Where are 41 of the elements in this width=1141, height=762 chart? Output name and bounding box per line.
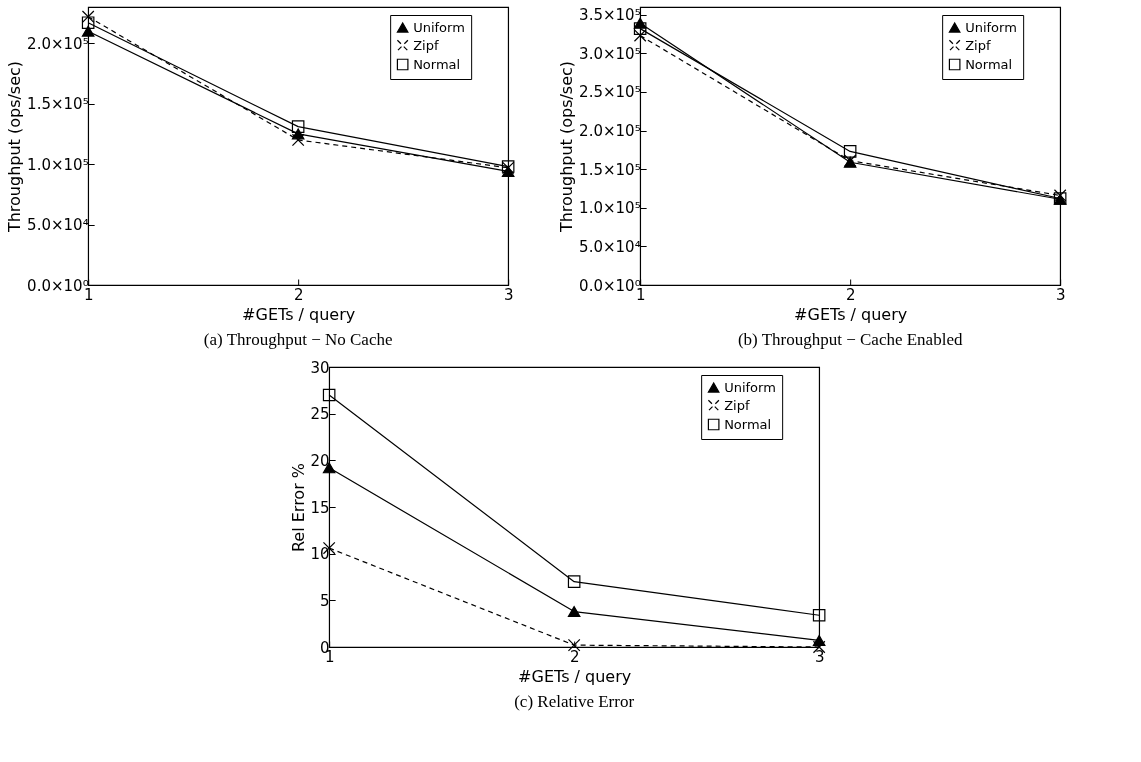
y-axis-title: Rel Error %	[288, 462, 308, 553]
y-tick-label: 3.5×10⁵	[579, 6, 641, 25]
legend-label: Normal	[724, 416, 772, 432]
x-axis-title: #GETs / query	[242, 304, 356, 324]
legend-label: Uniform	[413, 19, 465, 35]
y-tick-label: 2.5×10⁵	[579, 83, 641, 102]
x-tick-label: 3	[814, 647, 825, 666]
y-tick-label: 25	[310, 405, 330, 424]
x-axis-title: #GETs / query	[518, 666, 632, 686]
legend-label: Normal	[413, 56, 461, 72]
y-tick-label: 2.0×10⁵	[27, 34, 89, 53]
y-tick-label: 5.0×10⁴	[27, 216, 89, 235]
text: (a) Throughput − No Cache	[203, 330, 393, 349]
x-tick-label: 2	[293, 285, 304, 304]
x-tick-label: 2	[569, 647, 580, 666]
x-tick-label: 3	[1055, 285, 1066, 304]
text: (c) Relative Error	[514, 692, 635, 711]
y-tick-label: 2.0×10⁵	[579, 122, 641, 141]
y-tick-label: 20	[310, 451, 330, 470]
y-axis-title: Throughput (ops/sec)	[5, 60, 25, 234]
legend-label: Normal	[965, 56, 1013, 72]
legend-label: Zipf	[413, 37, 439, 53]
x-axis-title: #GETs / query	[794, 304, 908, 324]
x-tick-label: 3	[503, 285, 514, 304]
y-tick-label: 1.5×10⁵	[27, 95, 89, 114]
legend-label: Zipf	[965, 37, 991, 53]
y-axis-title: Throughput (ops/sec)	[557, 60, 577, 234]
legend-label: Zipf	[724, 397, 750, 413]
y-tick-label: 1.0×10⁵	[27, 155, 89, 174]
y-tick-label: 1.5×10⁵	[579, 160, 641, 179]
legend-label: Uniform	[965, 19, 1017, 35]
x-tick-label: 2	[845, 285, 856, 304]
y-tick-label: 30	[310, 358, 330, 377]
text: (b) Throughput − Cache Enabled	[737, 330, 963, 349]
y-tick-label: 15	[310, 498, 330, 517]
y-tick-label: 5.0×10⁴	[579, 237, 641, 256]
y-tick-label: 3.0×10⁵	[579, 44, 641, 63]
y-tick-label: 10	[310, 545, 330, 564]
legend-label: Uniform	[724, 379, 776, 395]
y-tick-label: 1.0×10⁵	[579, 199, 641, 218]
y-tick-label: 5	[320, 591, 330, 610]
